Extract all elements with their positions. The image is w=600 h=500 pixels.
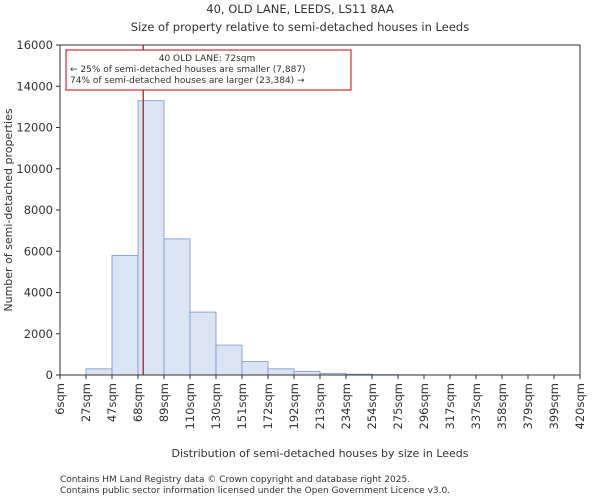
y-tick-label: 16000 [16,38,53,52]
x-tick-label: 130sqm [209,383,223,429]
x-tick-label: 275sqm [391,383,405,429]
x-tick-label: 399sqm [547,383,561,429]
x-tick-label: 172sqm [261,383,275,429]
x-tick-label: 379sqm [521,383,535,429]
x-tick-label: 192sqm [287,383,301,429]
x-tick-label: 47sqm [105,383,119,422]
x-tick-label: 337sqm [469,383,483,429]
y-axis: 0 2000 4000 6000 8000 10000 12000 14000 16000 [16,38,60,382]
bar [189,311,217,376]
bars [85,100,555,376]
x-tick-label: 317sqm [443,383,457,429]
bar [163,238,191,376]
y-axis-label: Number of semi-detached properties [2,108,15,311]
x-tick-label: 296sqm [417,383,431,429]
y-tick-label: 6000 [24,244,53,258]
x-axis-label: Distribution of semi-detached houses by … [172,447,469,460]
y-tick-label: 0 [46,368,53,382]
y-tick-label: 12000 [16,121,53,135]
bar [111,254,139,376]
y-tick-label: 10000 [16,162,53,176]
footer-line2: Contains public sector information licen… [60,486,450,496]
x-tick-label: 27sqm [79,383,93,422]
x-axis: 6sqm 27sqm 47sqm 68sqm 89sqm 110sqm 130sqm 151s… [53,375,587,429]
x-tick-label: 6sqm [53,383,67,415]
x-tick-label: 68sqm [131,383,145,422]
annotation-line1: 40 OLD LANE: 72sqm [159,54,256,64]
annotation-line2: ← 25% of semi-detached houses are smalle… [70,65,306,75]
footer-line1: Contains HM Land Registry data © Crown c… [60,475,410,485]
y-tick-label: 14000 [16,79,53,93]
chart-title: 40, OLD LANE, LEEDS, LS11 8AA [206,2,394,16]
bar [293,370,321,376]
bar [137,100,165,376]
x-tick-label: 234sqm [339,383,353,429]
x-tick-label: 110sqm [183,383,197,429]
y-tick-label: 8000 [24,203,53,217]
x-tick-label: 420sqm [573,383,587,429]
annotation-box: 40 OLD LANE: 72sqm ← 25% of semi-detache… [65,49,352,91]
x-tick-label: 358sqm [495,383,509,429]
chart-subtitle: Size of property relative to semi-detach… [131,20,469,34]
bar [215,344,243,376]
plot-frame [59,44,581,376]
y-tick-label: 2000 [24,327,53,341]
x-tick-label: 254sqm [365,383,379,429]
x-tick-label: 89sqm [157,383,171,422]
bar [85,368,113,376]
bar [241,361,269,376]
x-tick-label: 151sqm [235,383,249,429]
y-tick-label: 4000 [24,286,53,300]
bar [267,368,295,376]
annotation-line3: 74% of semi-detached houses are larger (… [70,76,305,86]
x-tick-label: 213sqm [313,383,327,429]
